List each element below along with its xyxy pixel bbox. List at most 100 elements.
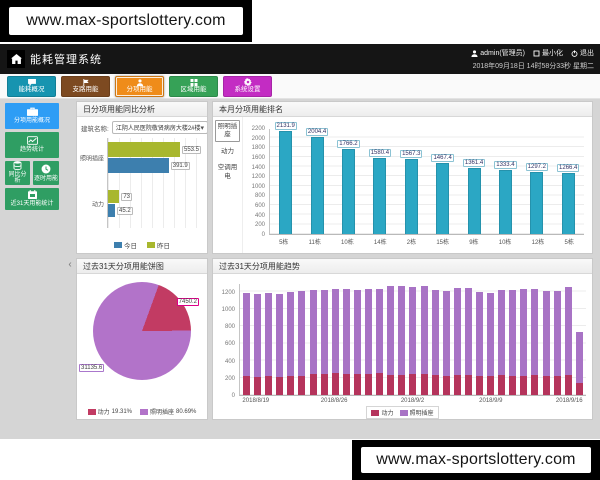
person-icon xyxy=(471,49,478,57)
menu-item-region-energy[interactable]: 区域用能 xyxy=(169,75,218,97)
daily-compare-legend: 今日 昨日 xyxy=(77,240,207,250)
power-icon xyxy=(571,49,578,57)
bar-value-label: 1567.3 xyxy=(400,149,423,158)
legend-swatch xyxy=(140,408,148,415)
bar-segment-lighting xyxy=(276,293,284,377)
grid-icon xyxy=(190,78,197,86)
ranking-bar xyxy=(530,171,544,234)
stacked-bar xyxy=(487,292,495,395)
sidebar-item-31day-stats[interactable]: 近31天用能统计 xyxy=(5,188,59,210)
bar-segment-power xyxy=(254,376,262,395)
database-icon xyxy=(13,161,22,170)
menu-item-category-energy[interactable]: 分项用能 xyxy=(115,75,164,97)
panel-title: 本月分项用能排名 xyxy=(213,102,592,117)
x-axis-tick-label: 10栋 xyxy=(341,240,354,246)
stacked-bar xyxy=(298,291,306,395)
bar-value-label: 1766.2 xyxy=(337,139,360,148)
filter-tab-ac[interactable]: 空调用电 xyxy=(217,164,238,180)
panel-31day-trend: 过去31天分项用能趋势 1200 1000 800 600 400 200 0 2018/8… xyxy=(212,258,593,420)
bar-segment-power xyxy=(365,373,373,395)
stacked-bar xyxy=(254,293,262,395)
minimize-label: 最小化 xyxy=(542,50,563,57)
x-axis-tick-label: 5栋 xyxy=(564,240,574,246)
pie-chart-area: 7450.2 31135.6 动力 19.31% 照明插座 80.69% xyxy=(77,274,207,419)
pie-legend: 动力 19.31% 照明插座 80.69% xyxy=(77,407,207,416)
clock-icon xyxy=(41,164,51,174)
sidebar-item-yoy-analysis[interactable]: 同比分析 xyxy=(5,161,30,185)
bar-segment-power xyxy=(420,373,428,395)
stacked-bar xyxy=(553,291,561,395)
legend-item-yesterday: 昨日 xyxy=(147,240,170,250)
user-menu[interactable]: admin(管理员) xyxy=(471,48,525,58)
bar-value-label: 553.5 xyxy=(181,145,201,154)
panel-daily-compare: 日分项用能同比分析 建筑名称: 江阴人民医院敬贤病房大楼2#楼 ▾ 照明插座 55… xyxy=(76,101,208,254)
menu-item-energy-overview[interactable]: 能耗概况 xyxy=(7,75,56,97)
stacked-bar xyxy=(520,289,528,395)
stacked-bar xyxy=(420,286,428,395)
sidebar-item-hourly-energy[interactable]: 逐时用能 xyxy=(33,161,59,185)
bar-segment-lighting xyxy=(387,286,395,375)
bar-segment-power xyxy=(509,375,517,395)
home-icon[interactable] xyxy=(7,50,25,68)
y-axis-tick-label: 0 xyxy=(261,232,265,238)
bar-segment-power xyxy=(498,375,506,395)
bar-segment-lighting xyxy=(365,289,373,374)
bar-value-label: 73 xyxy=(121,192,132,201)
minimize-button[interactable]: 最小化 xyxy=(533,48,563,58)
trend-bars xyxy=(240,284,586,395)
bar-segment-lighting xyxy=(398,285,406,375)
x-axis-tick-label: 2018/8/19 xyxy=(242,398,270,404)
ranking-bar xyxy=(404,158,418,234)
ranking-plot: 2131.9 2004.4 1766.2 1580.4 1567.3 1467.4 1361… xyxy=(269,122,584,235)
sidebar-item-trend-stats[interactable]: 趋势统计 xyxy=(5,132,59,158)
building-select-label: 建筑名称: xyxy=(81,125,109,133)
stacked-bar xyxy=(331,289,339,395)
logout-button[interactable]: 退出 xyxy=(571,48,594,58)
panel-title: 过去31天分项用能饼图 xyxy=(77,259,207,274)
stacked-bar xyxy=(575,332,583,395)
bar-segment-power xyxy=(409,374,417,395)
ranking-bar-group: 2131.9 xyxy=(274,122,297,234)
sidebar-collapse-arrow[interactable]: ‹ xyxy=(68,258,72,270)
bar-segment-lighting xyxy=(254,293,262,377)
y-axis-tick-label: 1200 xyxy=(221,289,235,296)
bar-segment-lighting xyxy=(442,290,450,376)
menu-item-system-settings[interactable]: 系统设置 xyxy=(223,75,272,97)
y-axis-tick-label: 2000 xyxy=(251,135,265,142)
legend-item-lighting: 照明插座 80.69% xyxy=(140,407,196,416)
watermark-bottom: www.max-sportslottery.com xyxy=(352,440,600,480)
ranking-bar-group: 2004.4 xyxy=(305,128,329,234)
ranking-bar xyxy=(498,169,512,234)
filter-tab-power[interactable]: 动力 xyxy=(221,148,234,156)
building-select[interactable]: 江阴人民医院敬贤病房大楼2#楼 ▾ xyxy=(111,121,207,134)
briefcase-icon xyxy=(26,107,38,117)
y-axis-tick-label: 1000 xyxy=(221,306,235,313)
filter-tab-lighting[interactable]: 照明插座 xyxy=(215,120,240,143)
stacked-bar xyxy=(431,290,439,395)
stacked-bar xyxy=(309,289,317,395)
y-axis-tick-label: 1600 xyxy=(251,154,265,161)
bar-group: 照明插座 553.5 391.9 xyxy=(80,142,201,174)
bar-segment-power xyxy=(243,376,250,395)
bar-segment-lighting xyxy=(520,289,528,377)
x-axis-tick-label: 11栋 xyxy=(308,240,321,246)
ranking-bars: 2131.9 2004.4 1766.2 1580.4 1567.3 1467.4 1361… xyxy=(270,122,584,234)
y-axis-tick-label: 800 xyxy=(254,193,265,200)
bar-value-label: 45.2 xyxy=(117,206,133,215)
sidebar-item-category-overview[interactable]: 分项用能概况 xyxy=(5,103,59,129)
bar-segment-lighting xyxy=(453,287,461,376)
bar-segment-lighting xyxy=(553,291,561,376)
menu-item-branch-energy[interactable]: 支路用能 xyxy=(61,75,110,97)
bar-segment-power xyxy=(320,373,328,395)
bar-segment-lighting xyxy=(287,291,295,377)
stacked-bar xyxy=(475,292,483,395)
bar-segment-power xyxy=(564,375,572,395)
ranking-bar xyxy=(341,148,355,234)
bar-segment-lighting xyxy=(331,289,339,374)
x-axis-tick-label: 2栋 xyxy=(406,240,417,246)
bar-segment-power xyxy=(453,375,461,395)
bar-segment-lighting xyxy=(342,289,350,374)
user-label: admin(管理员) xyxy=(480,50,525,57)
y-axis-tick-label: 200 xyxy=(254,222,265,229)
ranking-bar xyxy=(279,131,293,234)
